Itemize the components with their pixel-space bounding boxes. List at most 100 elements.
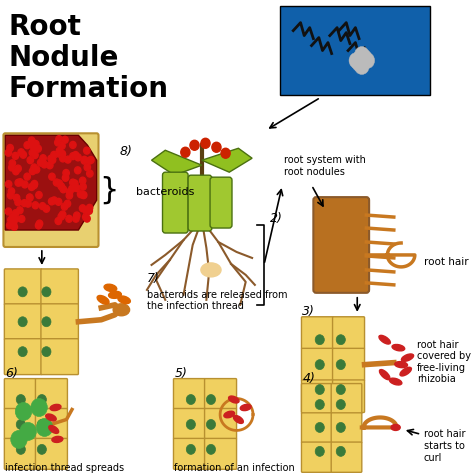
Circle shape <box>63 174 69 181</box>
Circle shape <box>18 317 27 327</box>
Circle shape <box>86 204 93 211</box>
Circle shape <box>46 162 53 169</box>
FancyBboxPatch shape <box>41 269 78 305</box>
Ellipse shape <box>118 296 130 304</box>
Circle shape <box>30 182 37 189</box>
Circle shape <box>32 145 38 152</box>
Text: }: } <box>100 176 119 205</box>
Circle shape <box>9 160 16 167</box>
Ellipse shape <box>240 404 251 410</box>
FancyBboxPatch shape <box>4 379 36 410</box>
Circle shape <box>9 164 15 171</box>
Circle shape <box>55 218 62 225</box>
Circle shape <box>355 58 369 74</box>
Circle shape <box>87 170 93 177</box>
Circle shape <box>74 167 81 174</box>
Ellipse shape <box>97 295 109 304</box>
Circle shape <box>37 159 44 166</box>
Ellipse shape <box>379 335 391 344</box>
Circle shape <box>27 157 34 164</box>
FancyBboxPatch shape <box>4 304 42 340</box>
Ellipse shape <box>228 396 239 403</box>
Ellipse shape <box>401 354 414 361</box>
Circle shape <box>5 208 12 215</box>
Circle shape <box>16 394 26 404</box>
Circle shape <box>29 138 35 145</box>
FancyBboxPatch shape <box>4 269 42 305</box>
Circle shape <box>5 149 12 156</box>
Ellipse shape <box>224 411 235 418</box>
Ellipse shape <box>113 304 129 316</box>
Circle shape <box>73 152 79 158</box>
Ellipse shape <box>104 284 117 292</box>
Text: 6): 6) <box>5 366 18 380</box>
Circle shape <box>81 191 87 199</box>
Circle shape <box>61 203 68 210</box>
FancyBboxPatch shape <box>280 6 430 95</box>
Circle shape <box>16 419 26 429</box>
Ellipse shape <box>234 416 243 423</box>
Circle shape <box>72 180 78 187</box>
Circle shape <box>48 155 55 162</box>
Circle shape <box>80 191 86 199</box>
Circle shape <box>24 142 30 149</box>
Circle shape <box>83 147 90 154</box>
Circle shape <box>17 179 23 186</box>
FancyBboxPatch shape <box>36 379 67 410</box>
Circle shape <box>86 157 92 164</box>
Circle shape <box>32 202 38 209</box>
FancyBboxPatch shape <box>41 339 78 374</box>
Circle shape <box>18 346 27 356</box>
Circle shape <box>336 422 346 432</box>
Circle shape <box>51 151 57 158</box>
Circle shape <box>13 168 19 175</box>
Circle shape <box>5 181 12 188</box>
Polygon shape <box>5 135 97 230</box>
Circle shape <box>55 139 61 146</box>
Circle shape <box>28 183 35 191</box>
Circle shape <box>349 53 364 69</box>
FancyBboxPatch shape <box>301 348 334 381</box>
Circle shape <box>36 220 43 227</box>
FancyBboxPatch shape <box>173 379 205 410</box>
Circle shape <box>315 384 324 394</box>
Circle shape <box>13 215 19 222</box>
Text: 5): 5) <box>174 366 187 380</box>
FancyBboxPatch shape <box>3 133 99 247</box>
Ellipse shape <box>395 362 408 368</box>
Polygon shape <box>152 150 202 175</box>
Circle shape <box>13 194 20 201</box>
Circle shape <box>315 447 324 456</box>
Circle shape <box>221 148 230 158</box>
Ellipse shape <box>391 424 400 430</box>
Circle shape <box>30 144 37 151</box>
Circle shape <box>201 138 210 148</box>
FancyBboxPatch shape <box>210 177 232 228</box>
Ellipse shape <box>400 367 411 376</box>
Text: infection thread spreads: infection thread spreads <box>5 463 124 474</box>
FancyBboxPatch shape <box>301 442 332 472</box>
Circle shape <box>70 179 76 186</box>
Circle shape <box>7 145 13 152</box>
FancyBboxPatch shape <box>163 172 188 233</box>
Circle shape <box>360 53 374 69</box>
Circle shape <box>15 165 21 172</box>
Circle shape <box>34 145 40 152</box>
Polygon shape <box>202 148 252 172</box>
Circle shape <box>15 199 21 206</box>
Circle shape <box>88 156 94 164</box>
FancyBboxPatch shape <box>36 409 67 439</box>
Ellipse shape <box>46 414 56 421</box>
Circle shape <box>42 317 51 327</box>
Circle shape <box>63 170 69 176</box>
Circle shape <box>190 140 199 150</box>
Ellipse shape <box>380 370 390 380</box>
Circle shape <box>49 173 55 180</box>
Circle shape <box>10 220 17 227</box>
Circle shape <box>73 215 79 222</box>
Circle shape <box>55 198 62 205</box>
FancyBboxPatch shape <box>4 339 42 374</box>
Circle shape <box>70 153 76 160</box>
Ellipse shape <box>52 437 63 442</box>
Circle shape <box>12 152 18 159</box>
